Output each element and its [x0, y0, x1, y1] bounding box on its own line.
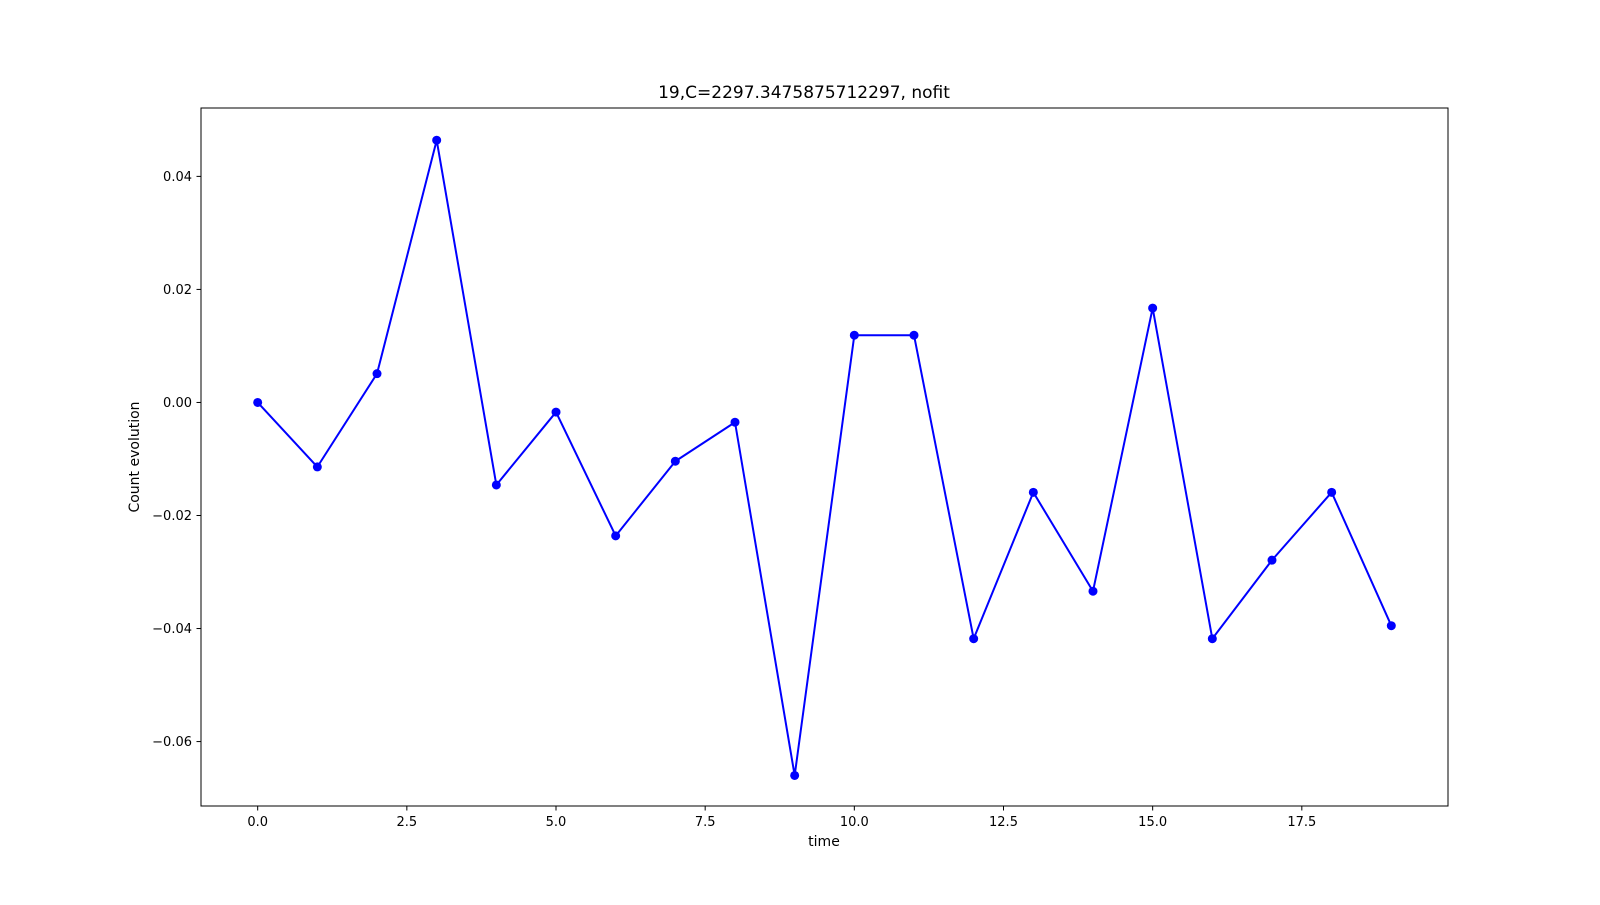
- x-tick-label: 5.0: [546, 815, 567, 830]
- y-axis-label: Count evolution: [127, 401, 143, 512]
- data-point: [372, 369, 382, 379]
- y-tick-label: −0.04: [152, 622, 192, 637]
- data-point: [312, 462, 322, 472]
- x-tick-label: 0.0: [247, 815, 268, 830]
- data-point: [790, 770, 800, 780]
- data-point: [551, 407, 561, 417]
- plot-frame: [200, 107, 1449, 807]
- data-point: [1327, 487, 1337, 497]
- data-point: [969, 634, 979, 644]
- y-tick-label: 0.00: [163, 396, 192, 411]
- data-point: [1267, 555, 1277, 565]
- data-point: [1028, 487, 1038, 497]
- x-tick-label: 17.5: [1287, 815, 1316, 830]
- x-tick-label: 12.5: [989, 815, 1018, 830]
- series-layer: [253, 135, 1396, 780]
- x-axis-label: time: [808, 834, 840, 850]
- x-tick-label: 15.0: [1138, 815, 1167, 830]
- x-tick-label: 2.5: [397, 815, 418, 830]
- data-point: [432, 135, 442, 145]
- y-tick-label: −0.02: [152, 509, 192, 524]
- data-point: [730, 417, 740, 427]
- y-tick-label: −0.06: [152, 735, 192, 750]
- x-tick-label: 10.0: [840, 815, 869, 830]
- series-line: [256, 139, 1393, 777]
- y-tick-label: 0.02: [163, 283, 192, 298]
- y-tick-label: 0.04: [163, 170, 192, 185]
- data-point: [670, 456, 680, 466]
- y-axis-ticks: 0.04 0.02 0.00 −0.02 −0.04 −0.06: [152, 170, 201, 750]
- data-point: [1088, 586, 1098, 596]
- data-point: [909, 330, 919, 340]
- x-axis-ticks: 0.0 2.5 5.0 7.5 10.0 12.5 15.0 17.5: [247, 806, 1316, 830]
- data-point: [849, 330, 859, 340]
- chart-title: 19,C=2297.3475875712297, nofit: [658, 83, 950, 103]
- x-tick-label: 7.5: [695, 815, 716, 830]
- data-point: [611, 531, 621, 541]
- data-point: [491, 480, 501, 490]
- data-point: [1148, 303, 1158, 313]
- data-point: [1207, 634, 1217, 644]
- data-point: [1386, 621, 1396, 631]
- data-point: [253, 397, 263, 407]
